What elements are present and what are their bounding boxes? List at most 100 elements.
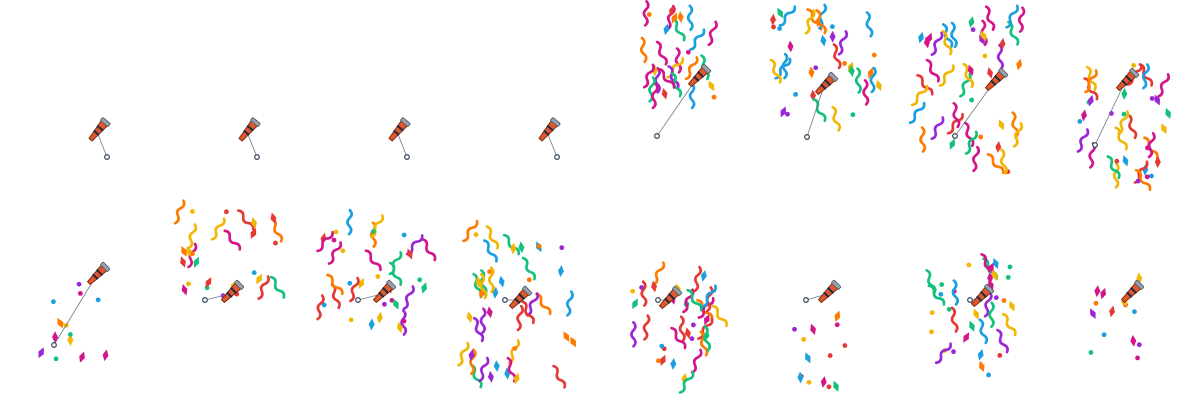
confetti-dot-icon bbox=[813, 65, 819, 71]
confetti-diamond-icon bbox=[486, 306, 493, 319]
confetti-diamond-icon bbox=[820, 376, 827, 388]
confetti-diamond-icon bbox=[67, 334, 74, 347]
streamer-icon bbox=[507, 339, 521, 365]
streamer-icon bbox=[1142, 63, 1150, 90]
sprite-frame bbox=[38, 261, 111, 363]
party-popper-icon bbox=[814, 71, 839, 96]
confetti-diamond-icon bbox=[1161, 123, 1167, 135]
streamer-icon bbox=[1157, 73, 1170, 98]
confetti-dot-icon bbox=[473, 232, 479, 238]
confetti-diamond-icon bbox=[973, 308, 979, 320]
pull-ring-icon bbox=[51, 342, 57, 348]
streamer-icon bbox=[478, 356, 490, 383]
confetti-dot-icon bbox=[630, 288, 636, 294]
sprite-frame bbox=[173, 199, 286, 304]
confetti-diamond-icon bbox=[1122, 155, 1129, 167]
confetti-dot-icon bbox=[1149, 173, 1154, 179]
sprite-frame bbox=[538, 117, 561, 160]
confetti-dot-icon bbox=[656, 358, 661, 364]
streamer-icon bbox=[812, 98, 827, 123]
streamer-icon bbox=[988, 301, 995, 329]
streamer-icon bbox=[640, 36, 648, 64]
confetti-dot-icon bbox=[771, 24, 776, 30]
streamer-icon bbox=[837, 30, 849, 56]
streamer-icon bbox=[925, 268, 937, 295]
streamer-icon bbox=[349, 276, 360, 303]
confetti-diamond-icon bbox=[396, 321, 403, 334]
confetti-dot-icon bbox=[929, 310, 935, 316]
streamer-icon bbox=[651, 82, 659, 110]
streamer-icon bbox=[910, 84, 929, 107]
streamer-icon bbox=[316, 294, 325, 321]
streamer-icon bbox=[862, 79, 870, 106]
confetti-diamond-icon bbox=[1090, 308, 1096, 319]
confetti-diamond-icon bbox=[777, 7, 784, 19]
confetti-dot-icon bbox=[348, 317, 354, 323]
sprite-frame bbox=[769, 3, 882, 140]
party-popper-icon bbox=[984, 67, 1009, 92]
pull-ring-icon bbox=[655, 297, 661, 303]
confetti-diamond-icon bbox=[632, 298, 638, 310]
confetti-diamond-icon bbox=[421, 282, 428, 294]
pull-ring-icon bbox=[355, 297, 361, 303]
streamer-icon bbox=[984, 5, 996, 32]
confetti-diamond-icon bbox=[205, 277, 212, 288]
confetti-diamond-icon bbox=[829, 30, 836, 43]
pull-ring-icon bbox=[804, 134, 810, 140]
confetti-dot-icon bbox=[792, 326, 797, 332]
party-popper-icon bbox=[86, 261, 111, 286]
confetti-diamond-icon bbox=[670, 357, 677, 370]
pull-ring-icon bbox=[404, 154, 410, 160]
streamer-icon bbox=[1017, 6, 1026, 33]
streamer-icon bbox=[421, 238, 437, 262]
streamer-icon bbox=[1112, 162, 1120, 189]
confetti-diamond-icon bbox=[651, 280, 657, 293]
streamer-icon bbox=[693, 265, 703, 292]
confetti-dot-icon bbox=[785, 111, 790, 117]
confetti-diamond-icon bbox=[977, 348, 984, 361]
streamer-icon bbox=[972, 145, 981, 173]
streamer-icon bbox=[479, 307, 487, 335]
streamer-icon bbox=[657, 67, 676, 89]
confetti-dot-icon bbox=[842, 343, 848, 348]
confetti-dot-icon bbox=[1135, 355, 1140, 361]
confetti-diamond-icon bbox=[968, 16, 975, 28]
confetti-diamond-icon bbox=[810, 323, 816, 335]
streamer-icon bbox=[552, 364, 567, 389]
streamer-icon bbox=[930, 116, 945, 141]
streamer-icon bbox=[1147, 131, 1156, 159]
confetti-diamond-icon bbox=[987, 271, 994, 284]
confetti-diamond-icon bbox=[1165, 107, 1171, 120]
confetti-dot-icon bbox=[997, 353, 1003, 358]
confetti-diamond-icon bbox=[513, 372, 520, 385]
party-popper-icon bbox=[1115, 67, 1140, 92]
streamer-icon bbox=[925, 58, 940, 83]
streamer-icon bbox=[804, 9, 816, 35]
confetti-diamond-icon bbox=[963, 332, 970, 343]
confetti-diamond-icon bbox=[102, 349, 109, 362]
confetti-diamond-icon bbox=[668, 4, 675, 17]
confetti-dot-icon bbox=[1135, 178, 1141, 184]
confetti-diamond-icon bbox=[867, 67, 874, 79]
confetti-dot-icon bbox=[1145, 145, 1150, 151]
confetti-diamond-icon bbox=[978, 360, 985, 373]
pull-string-icon bbox=[96, 131, 108, 158]
streamer-icon bbox=[257, 275, 270, 300]
confetti-diamond-icon bbox=[468, 349, 475, 362]
confetti-diamond-icon bbox=[833, 380, 839, 392]
sprite-frame bbox=[457, 219, 577, 389]
pull-string-icon bbox=[546, 131, 558, 158]
party-popper-icon bbox=[538, 117, 561, 142]
party-popper-icon bbox=[372, 279, 397, 304]
streamer-icon bbox=[978, 318, 989, 345]
confetti-diamond-icon bbox=[923, 36, 930, 49]
streamer-icon bbox=[1076, 128, 1090, 153]
confetti-diamond-icon bbox=[663, 23, 670, 36]
confetti-dot-icon bbox=[826, 384, 832, 390]
confetti-diamond-icon bbox=[834, 310, 841, 322]
streamer-icon bbox=[684, 56, 699, 81]
confetti-diamond-icon bbox=[270, 212, 277, 224]
streamer-icon bbox=[488, 266, 495, 294]
pull-ring-icon bbox=[254, 154, 260, 160]
